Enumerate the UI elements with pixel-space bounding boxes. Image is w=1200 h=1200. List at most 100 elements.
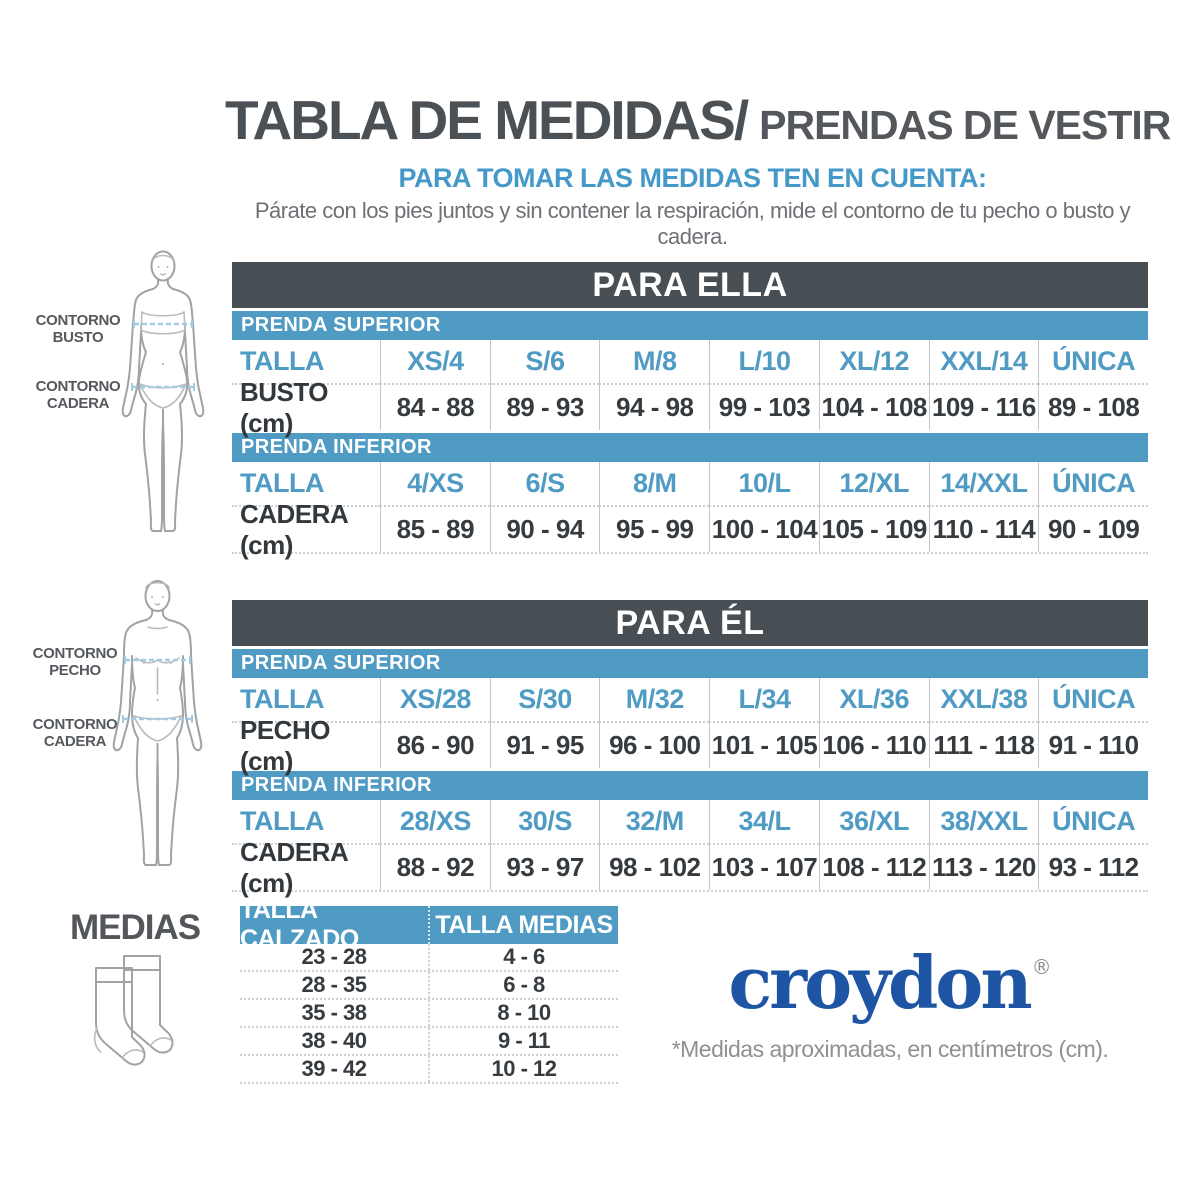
value-cell: 93 - 112 [1038,845,1148,890]
men-size-table: PARA ÉL PRENDA SUPERIOR TALLA XS/28 S/30… [232,600,1148,898]
size-cell: S/30 [489,678,600,723]
size-cell: ÚNICA [1038,800,1148,845]
size-cell: XS/28 [380,678,490,723]
women-bottom-garment-bar: PRENDA INFERIOR [232,433,1148,462]
page-title: TABLA DE MEDIDAS/PRENDAS DE VESTIR [225,88,1171,152]
socks-section-title: MEDIAS [69,908,201,947]
header: TABLA DE MEDIDAS/PRENDAS DE VESTIR PARA … [225,88,1171,250]
size-cell: 32/M [599,800,710,845]
value-cell: 103 - 107 [709,845,819,890]
size-cell: 30/S [489,800,600,845]
value-cell: 91 - 110 [1038,723,1148,768]
size-cell: ÚNICA [1038,462,1148,507]
size-cell: XS/4 [380,340,490,385]
female-bust-contour-label: CONTORNO BUSTO [35,312,121,346]
size-cell: M/8 [599,340,710,385]
measure-row-label: CADERA (cm) [240,836,348,898]
measure-row-label: CADERA (cm) [240,498,348,560]
table-row: 35 - 38 8 - 10 [240,1000,618,1028]
table-row: 39 - 42 10 - 12 [240,1056,618,1084]
size-cell: 14/XXL [928,462,1039,507]
value-cell: 108 - 112 [818,845,929,890]
shoe-size-header: TALLA CALZADO [240,896,359,953]
size-cell: 28/XS [380,800,490,845]
sock-size-cell: 4 - 6 [428,944,618,970]
size-cell: 4/XS [380,462,490,507]
size-cell: 34/L [709,800,819,845]
size-cell: ÚNICA [1038,340,1148,385]
size-cell: 10/L [709,462,819,507]
value-cell: 110 - 114 [928,507,1039,552]
registered-trademark-symbol: ® [1031,955,1052,979]
size-cell: 8/M [599,462,710,507]
men-top-garment-grid: TALLA XS/28 S/30 M/32 L/34 XL/36 XXL/38 … [232,678,1148,776]
value-cell: 94 - 98 [599,385,709,430]
value-cell: 89 - 108 [1038,385,1148,430]
women-bottom-garment-grid: TALLA 4/XS 6/S 8/M 10/L 12/XL 14/XXL ÚNI… [232,462,1148,560]
measuring-instructions-text: Párate con los pies juntos y sin contene… [254,198,1131,249]
value-cell: 113 - 120 [928,845,1039,890]
value-cell: 106 - 110 [818,723,929,768]
female-figure-illustration [121,250,205,532]
value-cell: 88 - 92 [380,845,490,890]
size-cell: ÚNICA [1038,678,1148,723]
value-cell: 95 - 99 [599,507,709,552]
shoe-size-cell: 35 - 38 [301,1000,368,1025]
men-top-garment-bar: PRENDA SUPERIOR [232,649,1148,678]
size-cell: M/32 [599,678,710,723]
table-row: 38 - 40 9 - 11 [240,1028,618,1056]
value-cell: 111 - 118 [928,723,1039,768]
size-row-label: TALLA [232,340,380,385]
women-table-title: PARA ELLA [232,262,1148,308]
value-cell: 98 - 102 [599,845,709,890]
male-hip-contour-label: CONTORNO CADERA [32,716,118,750]
men-bottom-garment-bar: PRENDA INFERIOR [232,771,1148,800]
value-cell: 89 - 93 [489,385,600,430]
size-row-label: TALLA [232,800,380,845]
value-cell: 99 - 103 [709,385,819,430]
size-cell: 6/S [489,462,600,507]
shoe-size-cell: 23 - 28 [301,944,368,969]
women-size-table: PARA ELLA PRENDA SUPERIOR TALLA XS/4 S/6… [232,262,1148,560]
sock-size-cell: 6 - 8 [428,972,618,998]
shoe-size-cell: 38 - 40 [301,1028,368,1053]
page-title-main: TABLA DE MEDIDAS/ [225,89,749,151]
women-top-garment-bar: PRENDA SUPERIOR [232,311,1148,340]
socks-table-header: TALLA CALZADO TALLA MEDIAS [240,896,618,953]
page-title-tail: PRENDAS DE VESTIR [759,102,1171,148]
brand-block: croydon ® [640,946,1140,1020]
socks-size-table: TALLA CALZADO TALLA MEDIAS 23 - 28 4 - 6… [240,896,618,1084]
table-row: 28 - 35 6 - 8 [240,972,618,1000]
size-cell: 36/XL [818,800,929,845]
value-cell: 93 - 97 [489,845,600,890]
sock-size-header: TALLA MEDIAS [428,906,618,944]
women-top-garment-grid: TALLA XS/4 S/6 M/8 L/10 XL/12 XXL/14 ÚNI… [232,340,1148,438]
size-cell: L/34 [709,678,819,723]
men-table-title: PARA ÉL [232,600,1148,646]
size-cell: S/6 [489,340,600,385]
value-cell: 105 - 109 [818,507,929,552]
value-cell: 84 - 88 [380,385,490,430]
size-cell: XL/36 [818,678,929,723]
size-cell: XXL/38 [928,678,1039,723]
socks-icon [93,955,174,1066]
value-cell: 96 - 100 [599,723,709,768]
measuring-instructions-heading: PARA TOMAR LAS MEDIDAS TEN EN CUENTA: [398,163,988,193]
measure-row-label: BUSTO (cm) [240,376,329,438]
measurements-footnote: *Medidas aproximadas, en centímetros (cm… [671,1036,1109,1062]
value-cell: 101 - 105 [709,723,819,768]
female-hip-contour-label: CONTORNO CADERA [35,378,121,412]
value-cell: 85 - 89 [380,507,490,552]
sock-size-cell: 10 - 12 [428,1056,618,1082]
croydon-logo: croydon [728,940,1032,1025]
size-cell: 12/XL [818,462,929,507]
men-bottom-garment-grid: TALLA 28/XS 30/S 32/M 34/L 36/XL 38/XXL … [232,800,1148,898]
sock-size-cell: 8 - 10 [428,1000,618,1026]
measure-row-label: PECHO (cm) [240,714,330,776]
value-cell: 100 - 104 [709,507,819,552]
size-cell: XXL/14 [928,340,1039,385]
value-cell: 90 - 94 [489,507,600,552]
male-chest-contour-label: CONTORNO PECHO [32,645,118,679]
sock-size-cell: 9 - 11 [428,1028,618,1054]
